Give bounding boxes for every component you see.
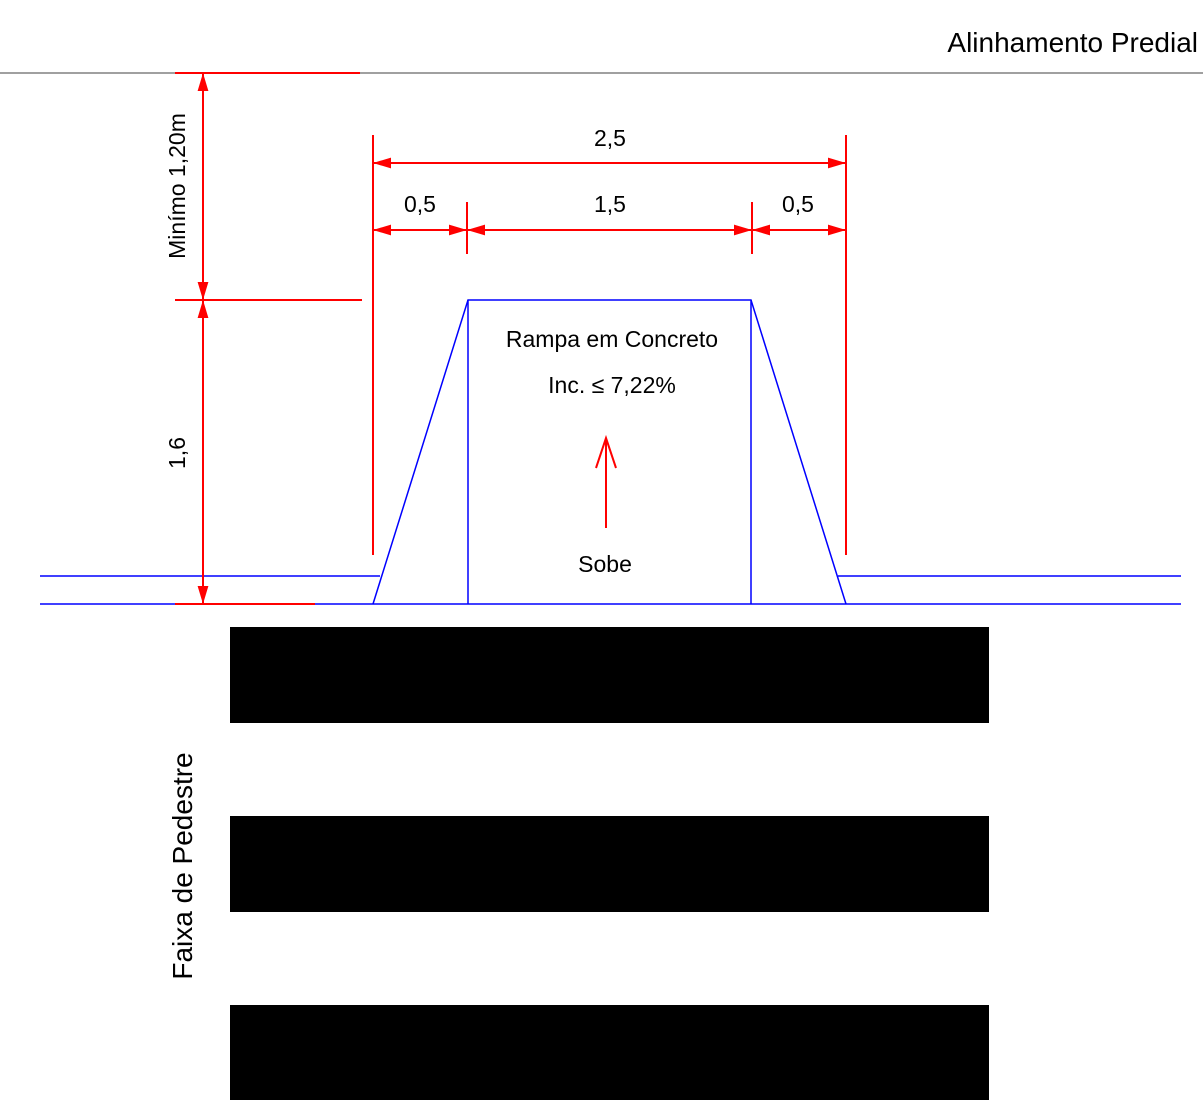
ramp-left-flare <box>372 299 847 605</box>
right-flare-label: 0,5 <box>782 191 814 217</box>
arrow-up-icon <box>595 434 617 528</box>
left-flare-label: 0,5 <box>404 191 436 217</box>
crosswalk-stripe <box>230 627 989 723</box>
min-distance-label: Minímo 1,20m <box>164 113 190 259</box>
total-width-label: 2,5 <box>594 125 626 151</box>
building-line-label: Alinhamento Predial <box>947 27 1198 58</box>
depth-label: 1,6 <box>164 437 190 469</box>
crosswalk-stripe <box>230 1005 989 1100</box>
ramp-width-label: 1,5 <box>594 191 626 217</box>
crosswalk-stripe <box>230 816 989 912</box>
ramp-slope: Inc. ≤ 7,22% <box>548 372 676 398</box>
crosswalk-label: Faixa de Pedestre <box>167 752 198 979</box>
ramp-outline <box>372 299 847 605</box>
ramp-title: Rampa em Concreto <box>506 326 718 352</box>
direction-label: Sobe <box>578 551 632 577</box>
curb-lines <box>40 575 1181 605</box>
